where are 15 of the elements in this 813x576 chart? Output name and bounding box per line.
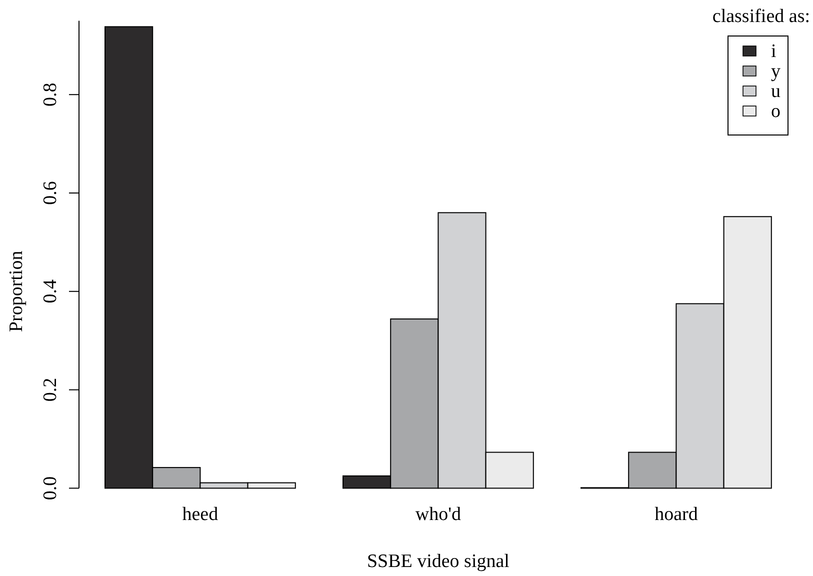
y-axis-title: Proportion: [6, 250, 27, 332]
x-tick-label: who'd: [415, 504, 462, 525]
legend-label: u: [771, 81, 781, 102]
y-tick-label: 0.6: [40, 181, 61, 205]
x-tick-label: hoard: [654, 504, 698, 525]
x-tick-label: heed: [182, 504, 219, 525]
y-tick-label: 0.2: [40, 378, 61, 402]
x-axis-title: SSBE video signal: [366, 551, 510, 572]
y-tick-label: 0.0: [40, 476, 61, 500]
y-tick-label: 0.8: [40, 82, 61, 106]
legend-label: o: [771, 101, 780, 122]
legend-label: y: [771, 61, 781, 82]
y-tick-label: 0.4: [40, 279, 61, 304]
legend-label: i: [771, 41, 776, 62]
legend-title: classified as:: [712, 6, 810, 27]
